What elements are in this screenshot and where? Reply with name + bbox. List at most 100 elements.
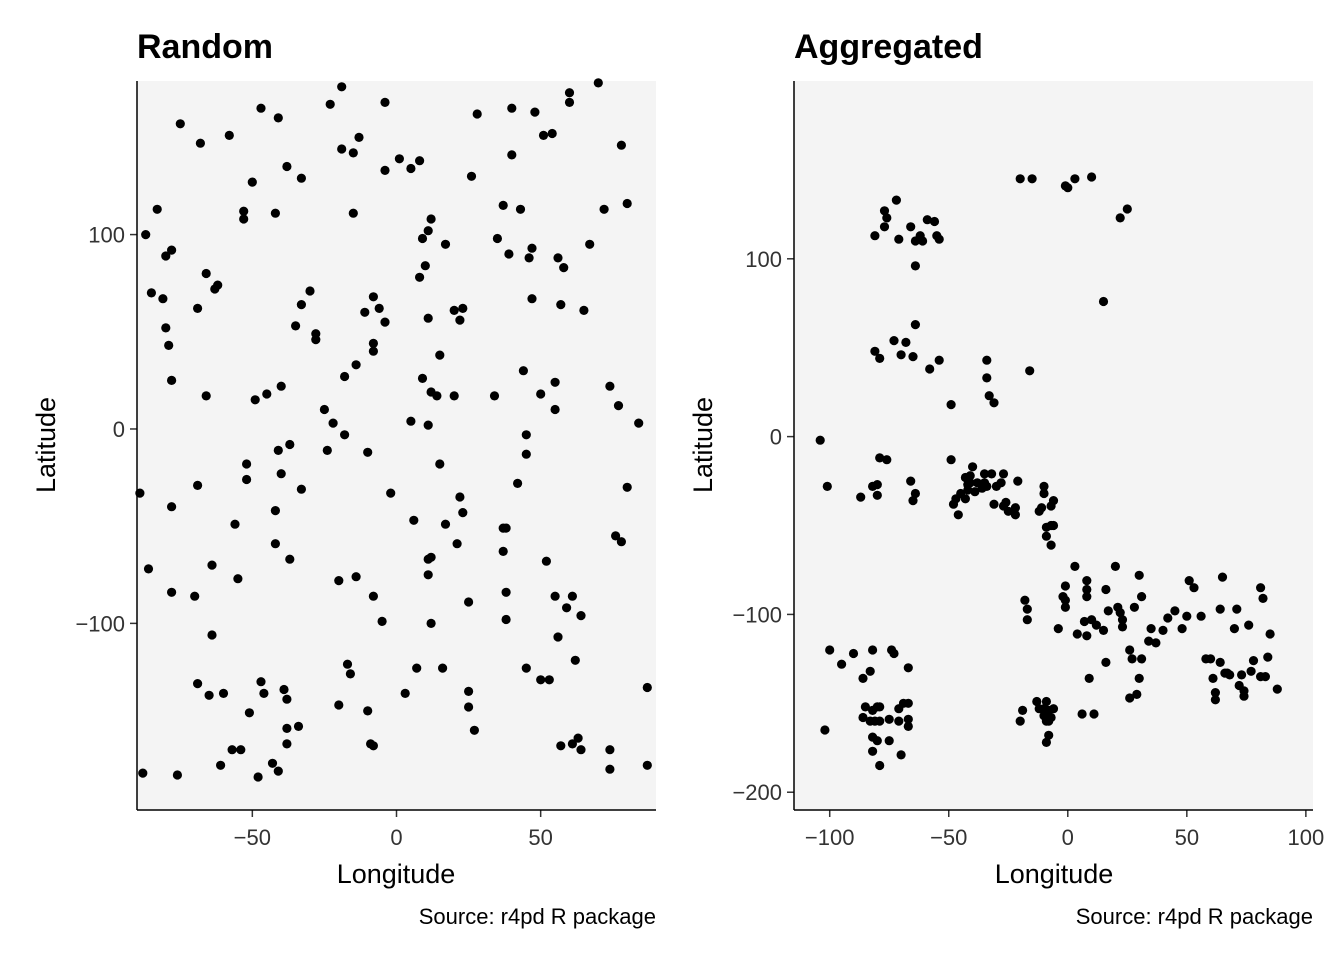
data-point (815, 435, 825, 445)
data-point (875, 453, 885, 463)
data-point (946, 400, 956, 410)
data-point (432, 391, 442, 401)
y-tick-label: 100 (88, 223, 125, 248)
data-point (464, 702, 474, 712)
data-point (553, 253, 563, 263)
data-point (342, 659, 353, 669)
data-point (322, 445, 332, 455)
y-tick-label: 0 (770, 425, 782, 450)
data-point (599, 204, 609, 214)
data-point (152, 204, 162, 214)
data-point (195, 138, 205, 148)
data-point (564, 88, 575, 98)
data-point (1063, 183, 1073, 193)
data-point (553, 632, 563, 642)
data-point (141, 230, 151, 240)
data-point (903, 663, 913, 673)
data-point (1265, 629, 1275, 639)
data-point (328, 418, 338, 428)
data-point (273, 445, 283, 455)
data-point (570, 655, 580, 665)
data-point (903, 721, 913, 732)
data-point (1025, 366, 1035, 376)
data-point (965, 478, 975, 488)
data-point (934, 355, 944, 365)
y-tick-label: −200 (732, 780, 782, 805)
data-point (605, 745, 615, 755)
data-point (868, 645, 878, 655)
data-point (400, 688, 410, 699)
data-point (348, 148, 358, 158)
data-point (547, 128, 557, 139)
data-point (1256, 583, 1266, 593)
data-point (337, 144, 347, 154)
data-point (925, 364, 935, 374)
data-point (1041, 696, 1051, 707)
data-point (1015, 716, 1025, 726)
data-point (1225, 670, 1235, 680)
data-point (910, 261, 921, 271)
points-layer (815, 172, 1282, 771)
data-point (1032, 696, 1042, 707)
data-point (1070, 561, 1080, 572)
data-point (585, 239, 595, 249)
data-point (1229, 624, 1239, 634)
data-point (1232, 604, 1242, 614)
data-point (498, 200, 508, 210)
data-point (515, 204, 526, 214)
data-point (409, 515, 419, 525)
data-point (233, 574, 243, 584)
data-point (896, 350, 906, 360)
data-point (204, 690, 214, 700)
data-point (1046, 540, 1056, 550)
y-tick-label: 0 (113, 417, 125, 442)
data-point (1177, 624, 1187, 634)
data-point (527, 294, 537, 304)
data-point (340, 371, 350, 382)
data-point (820, 725, 830, 735)
data-point (417, 233, 428, 244)
data-point (1110, 561, 1120, 572)
x-tick-label: 0 (390, 825, 402, 850)
data-point (167, 502, 177, 512)
data-point (368, 591, 378, 601)
data-point (825, 645, 835, 655)
data-point (236, 745, 246, 755)
data-point (455, 315, 465, 325)
y-axis-label: Latitude (31, 397, 61, 493)
data-point (1101, 657, 1111, 668)
data-point (1087, 172, 1097, 182)
data-point (1089, 709, 1099, 719)
data-point (891, 195, 902, 205)
data-point (143, 564, 154, 574)
data-point (882, 455, 892, 465)
data-point (377, 616, 387, 627)
data-point (562, 603, 572, 613)
data-point (501, 523, 511, 533)
data-point (1027, 174, 1037, 184)
data-point (282, 739, 292, 749)
data-point (167, 245, 177, 255)
data-point (273, 766, 283, 776)
data-point (872, 736, 882, 746)
data-point (440, 519, 451, 529)
data-point (1125, 693, 1135, 703)
data-point (1144, 636, 1154, 646)
data-point (270, 506, 280, 516)
data-point (507, 150, 517, 160)
data-point (415, 156, 425, 166)
data-point (1082, 592, 1092, 602)
data-point (1048, 704, 1059, 714)
data-point (363, 447, 373, 457)
data-point (605, 764, 615, 774)
data-point (296, 300, 306, 310)
data-point (363, 706, 373, 716)
data-point (875, 353, 885, 363)
data-point (1244, 620, 1254, 630)
data-point (458, 507, 468, 518)
data-point (417, 373, 428, 383)
data-point (982, 481, 992, 491)
data-point (426, 552, 436, 562)
x-tick-label: −100 (805, 825, 855, 850)
